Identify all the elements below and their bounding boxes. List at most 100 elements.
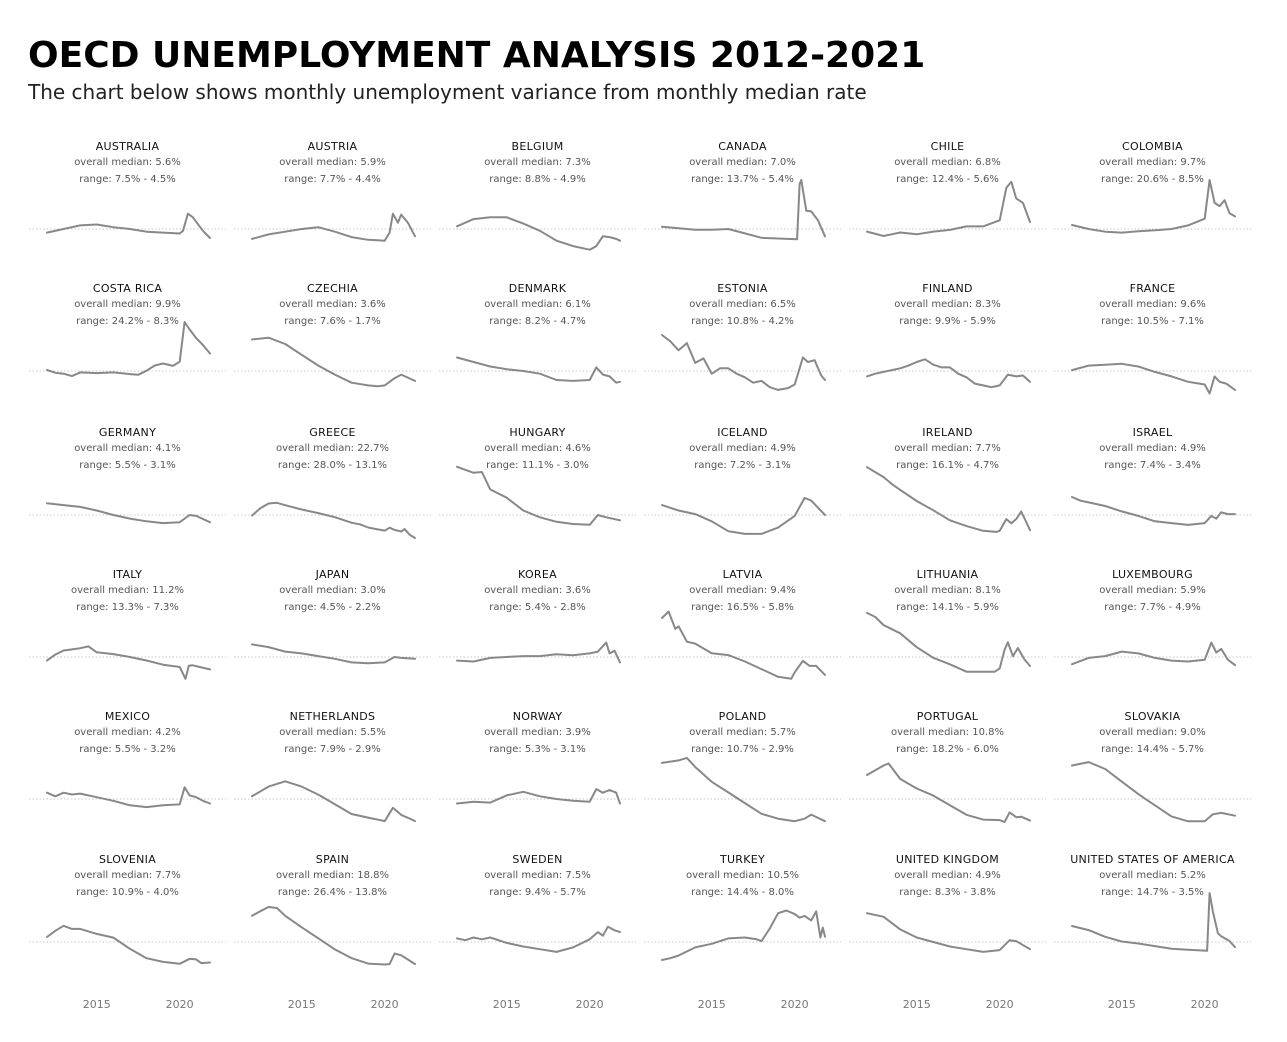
country-range: range: 10.5% - 7.1% xyxy=(1101,316,1204,327)
series-line xyxy=(1071,641,1236,667)
country-median: overall median: 9.4% xyxy=(689,585,796,596)
series-line xyxy=(46,786,211,809)
country-median: overall median: 8.3% xyxy=(894,299,1001,310)
country-panel: AUSTRALIA overall median: 5.6% range: 7.5%… xyxy=(25,136,230,278)
x-tick-label: 2015 xyxy=(902,998,931,1011)
series-line xyxy=(251,906,416,966)
sparkline-chart xyxy=(849,762,1046,823)
series-line xyxy=(46,645,211,680)
series-line xyxy=(46,924,211,965)
series-line xyxy=(866,466,1031,533)
country-range: range: 7.7% - 4.9% xyxy=(1104,602,1201,613)
country-range: range: 7.4% - 3.4% xyxy=(1104,460,1201,471)
series-line xyxy=(866,358,1031,389)
series-line xyxy=(866,912,1031,953)
country-name: PORTUGAL xyxy=(916,710,979,723)
sparkline-chart xyxy=(439,788,636,805)
country-panel: CZECHIA overall median: 3.6% range: 7.6% -… xyxy=(230,278,435,420)
country-name: ISRAEL xyxy=(1132,426,1173,439)
country-median: overall median: 9.0% xyxy=(1099,727,1206,738)
country-range: range: 7.7% - 4.4% xyxy=(284,174,381,185)
country-median: overall median: 4.9% xyxy=(894,870,1001,881)
country-name: LUXEMBOURG xyxy=(1112,568,1193,581)
series-line xyxy=(456,465,621,526)
country-panel: ICELAND overall median: 4.9% range: 7.2% -… xyxy=(640,422,845,564)
series-line xyxy=(866,611,1031,673)
series-line xyxy=(1071,761,1236,823)
x-tick-label: 2020 xyxy=(1190,998,1219,1011)
country-median: overall median: 3.0% xyxy=(279,585,386,596)
series-line xyxy=(661,909,826,961)
country-range: range: 9.9% - 5.9% xyxy=(899,316,996,327)
page-subtitle: The chart below shows monthly unemployme… xyxy=(28,80,867,104)
country-name: ICELAND xyxy=(717,426,768,439)
country-median: overall median: 5.6% xyxy=(74,157,181,168)
country-range: range: 5.5% - 3.2% xyxy=(79,744,176,755)
country-median: overall median: 3.9% xyxy=(484,727,591,738)
country-median: overall median: 4.6% xyxy=(484,443,591,454)
country-range: range: 13.3% - 7.3% xyxy=(76,602,179,613)
country-name: SLOVAKIA xyxy=(1124,710,1181,723)
x-tick-label: 2020 xyxy=(985,998,1014,1011)
country-range: range: 26.4% - 13.8% xyxy=(277,887,388,898)
country-panel: TURKEY overall median: 10.5% range: 14.4% … xyxy=(640,849,845,991)
country-range: range: 16.1% - 4.7% xyxy=(896,460,999,471)
country-name: ESTONIA xyxy=(717,282,768,295)
country-name: COLOMBIA xyxy=(1122,140,1183,153)
country-median: overall median: 5.7% xyxy=(689,727,796,738)
country-name: COSTA RICA xyxy=(92,282,163,295)
series-line xyxy=(456,356,621,384)
sparkline-chart xyxy=(849,912,1046,953)
series-line xyxy=(251,780,416,823)
country-name: DENMARK xyxy=(508,282,567,295)
sparkline-chart xyxy=(644,610,841,680)
country-range: range: 11.1% - 3.0% xyxy=(486,460,589,471)
sparkline-chart xyxy=(29,212,226,239)
sparkline-chart xyxy=(644,909,841,961)
series-line xyxy=(661,496,826,535)
country-range: range: 20.6% - 8.5% xyxy=(1101,174,1204,185)
series-line xyxy=(251,336,416,388)
sparkline-chart xyxy=(234,212,431,242)
country-median: overall median: 7.3% xyxy=(484,157,591,168)
series-line xyxy=(251,501,416,539)
sparkline-chart xyxy=(644,756,841,823)
country-panel: KOREA overall median: 3.6% range: 5.4% - 2… xyxy=(435,564,640,706)
country-panel: ITALY overall median: 11.2% range: 13.3% -… xyxy=(25,564,230,706)
sparkline-chart xyxy=(234,643,431,665)
country-range: range: 8.8% - 4.9% xyxy=(489,174,586,185)
country-panel: BELGIUM overall median: 7.3% range: 8.8% -… xyxy=(435,136,640,278)
sparkline-chart xyxy=(849,466,1046,533)
series-line xyxy=(661,334,826,391)
country-name: MEXICO xyxy=(104,710,151,723)
country-median: overall median: 7.0% xyxy=(689,157,796,168)
country-name: GREECE xyxy=(309,426,356,439)
country-range: range: 7.9% - 2.9% xyxy=(284,744,381,755)
sparkline-chart xyxy=(1054,496,1251,526)
series-line xyxy=(1071,892,1236,952)
country-name: CHILE xyxy=(930,140,965,153)
country-panel: GREECE overall median: 22.7% range: 28.0% … xyxy=(230,422,435,564)
country-range: range: 8.3% - 3.8% xyxy=(899,887,996,898)
sparkline-chart xyxy=(644,179,841,241)
series-line xyxy=(456,641,621,664)
country-panel: ISRAEL overall median: 4.9% range: 7.4% - … xyxy=(1050,422,1255,564)
country-median: overall median: 4.2% xyxy=(74,727,181,738)
series-line xyxy=(46,212,211,239)
sparkline-chart xyxy=(1054,362,1251,395)
country-panel: NORWAY overall median: 3.9% range: 5.3% - … xyxy=(435,706,640,848)
country-panel: GERMANY overall median: 4.1% range: 5.5% -… xyxy=(25,422,230,564)
country-range: range: 5.5% - 3.1% xyxy=(79,460,176,471)
country-median: overall median: 22.7% xyxy=(276,443,389,454)
series-line xyxy=(251,212,416,242)
country-median: overall median: 4.9% xyxy=(689,443,796,454)
country-median: overall median: 10.5% xyxy=(686,870,799,881)
series-line xyxy=(866,180,1031,237)
country-panel: COLOMBIA overall median: 9.7% range: 20.6%… xyxy=(1050,136,1255,278)
country-median: overall median: 5.5% xyxy=(279,727,386,738)
series-line xyxy=(46,321,211,378)
series-line xyxy=(251,643,416,665)
sparkline-chart xyxy=(29,645,226,680)
country-range: range: 5.4% - 2.8% xyxy=(489,602,586,613)
sparkline-chart xyxy=(849,180,1046,237)
